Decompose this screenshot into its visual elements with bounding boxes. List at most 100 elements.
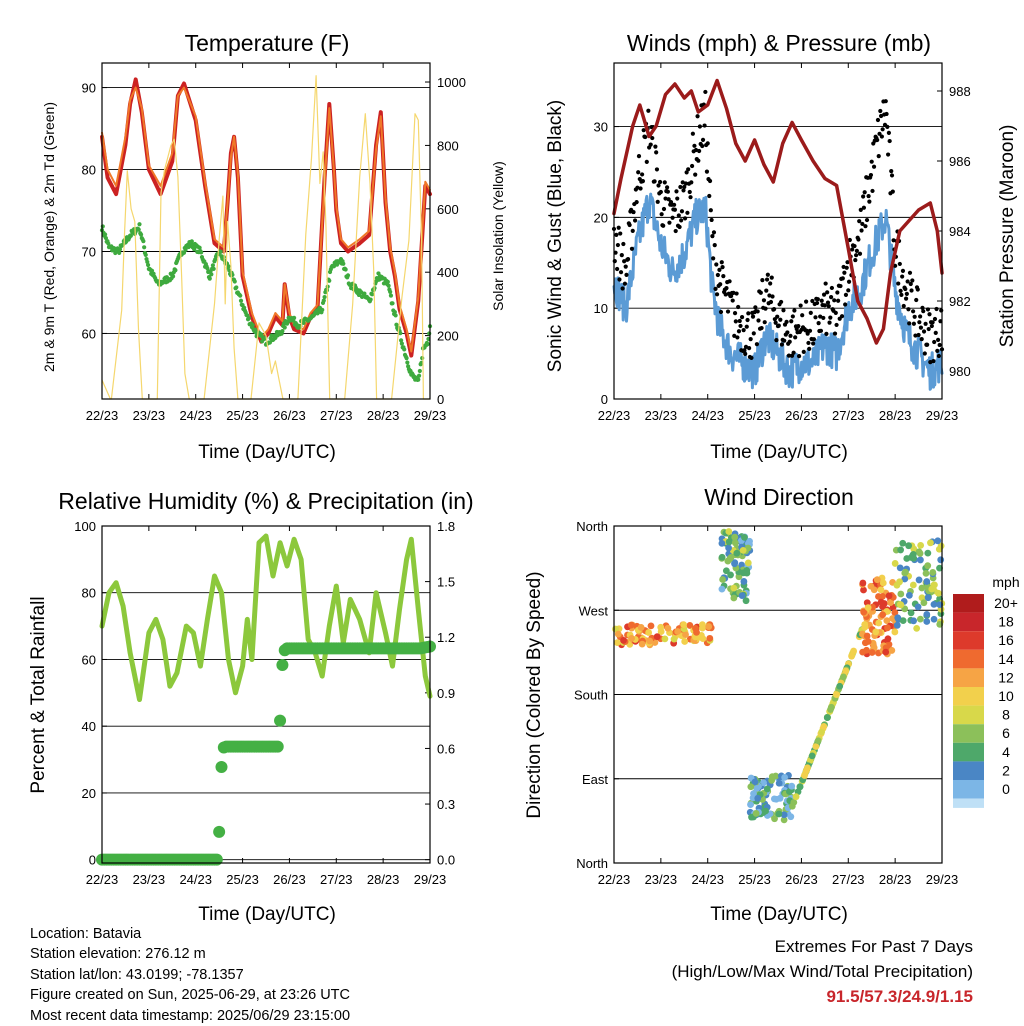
direction-point [917, 542, 925, 549]
winds-gust-point [622, 259, 627, 264]
temperature-y2tick-label: 600 [437, 202, 459, 217]
temperature-ytick-label: 60 [82, 326, 96, 341]
winds-gust-point [877, 131, 882, 136]
winds-xtick-label: 26/23 [785, 408, 818, 423]
winds-xtick-label: 28/23 [879, 408, 912, 423]
winds-gust-point [808, 310, 813, 315]
winds-gust-point [813, 315, 818, 320]
winds-gust-point [793, 335, 798, 340]
direction-xtick-label: 29/23 [926, 872, 959, 887]
winds-gust-point [700, 137, 706, 142]
timestamp-text: Most recent data timestamp: 2025/06/29 2… [30, 1007, 351, 1024]
direction-point [814, 737, 822, 745]
humidity-ytick-label: 20 [82, 786, 96, 801]
humidity-y2tick-label: 1.8 [437, 519, 455, 534]
winds-gust-point [634, 200, 639, 205]
winds-gust-point [682, 216, 688, 221]
latlon-text: Station lat/lon: 43.0199; -78.1357 [30, 966, 244, 983]
temperature-dewpoint-point [385, 279, 390, 284]
winds-y2tick-label: 980 [949, 364, 971, 379]
winds-gust-series [611, 89, 945, 365]
winds-gust-point [875, 137, 880, 143]
humidity-xlabel: Time (Day/UTC) [198, 904, 336, 925]
winds-gust-point [765, 272, 770, 277]
winds-gust-point [798, 303, 803, 308]
temperature-dewpoint-point [416, 377, 421, 382]
colorbar-swatch [953, 594, 984, 613]
winds-gust-point [661, 206, 667, 212]
winds-gust-point [842, 270, 847, 275]
winds-gust-point [673, 228, 678, 234]
direction-point [686, 622, 694, 629]
temperature-xtick-label: 26/23 [273, 408, 306, 423]
winds-gust-point [764, 277, 770, 282]
winds-xtick-label: 27/23 [832, 408, 865, 423]
temperature-dewpoint-point [282, 325, 287, 330]
temperature-dewpoint-point [417, 368, 422, 374]
direction-point [775, 810, 783, 818]
direction-xlabel: Time (Day/UTC) [710, 904, 848, 925]
direction-point [928, 585, 936, 593]
winds-gust-point [616, 225, 621, 230]
winds-gust-point [711, 230, 717, 235]
winds-gust-point [621, 241, 626, 247]
direction-ytick-label: West [579, 603, 609, 618]
winds-gust-point [761, 298, 767, 303]
direction-point [860, 608, 868, 616]
colorbar-swatch [953, 705, 984, 725]
winds-gust-point [878, 113, 884, 119]
winds-gust-point [921, 309, 926, 314]
winds-gust-point [640, 172, 645, 177]
direction-point [915, 548, 923, 556]
direction-xtick-label: 25/23 [738, 872, 771, 887]
winds-gust-point [618, 231, 623, 236]
winds-gust-point [720, 265, 725, 270]
temperature-dewpoint-point [321, 298, 326, 303]
direction-point [883, 617, 891, 625]
winds-gust-point [708, 208, 713, 213]
direction-point [705, 623, 713, 630]
winds-gust-point [736, 304, 741, 310]
direction-point [875, 619, 883, 627]
winds-gust-point [769, 275, 774, 280]
humidity-y2tick-label: 1.2 [437, 630, 455, 645]
direction-point [693, 628, 700, 636]
winds-gust-point [846, 279, 852, 284]
direction-point [790, 798, 798, 806]
colorbar-label: 18 [998, 614, 1014, 630]
direction-point [747, 783, 755, 791]
direction-point [924, 594, 932, 602]
temperature-dewpoint-point [199, 250, 204, 255]
winds-gust-point [907, 321, 912, 326]
direction-point [792, 793, 800, 801]
winds-gust-point [785, 330, 790, 335]
winds-gust-point [801, 349, 806, 355]
direction-point [733, 549, 741, 557]
winds-gust-point [719, 260, 724, 265]
direction-point [924, 562, 932, 570]
direction-point [820, 722, 828, 730]
direction-point [897, 546, 905, 554]
winds-gust-point [659, 212, 664, 217]
winds-gust-point [666, 197, 671, 202]
direction-point [613, 639, 621, 647]
winds-gust-point [825, 300, 831, 305]
winds-gust-point [823, 281, 828, 286]
winds-gust-point [821, 315, 826, 321]
winds-gust-point [862, 190, 867, 195]
direction-point [763, 785, 771, 793]
humidity-ytick-label: 80 [82, 586, 96, 601]
direction-ytick-label: South [574, 688, 608, 703]
direction-point [901, 575, 909, 583]
temperature-dewpoint-point [405, 360, 410, 365]
temperature-dewpoint-point [205, 266, 210, 271]
winds-gust-point [932, 316, 938, 322]
winds-gust-point [936, 353, 941, 359]
direction-point [930, 615, 938, 623]
winds-gust-point [810, 298, 815, 304]
direction-point [754, 794, 762, 802]
winds-gust-point [821, 292, 827, 297]
winds-gust-point [811, 341, 816, 346]
winds-gust-point [918, 325, 924, 330]
